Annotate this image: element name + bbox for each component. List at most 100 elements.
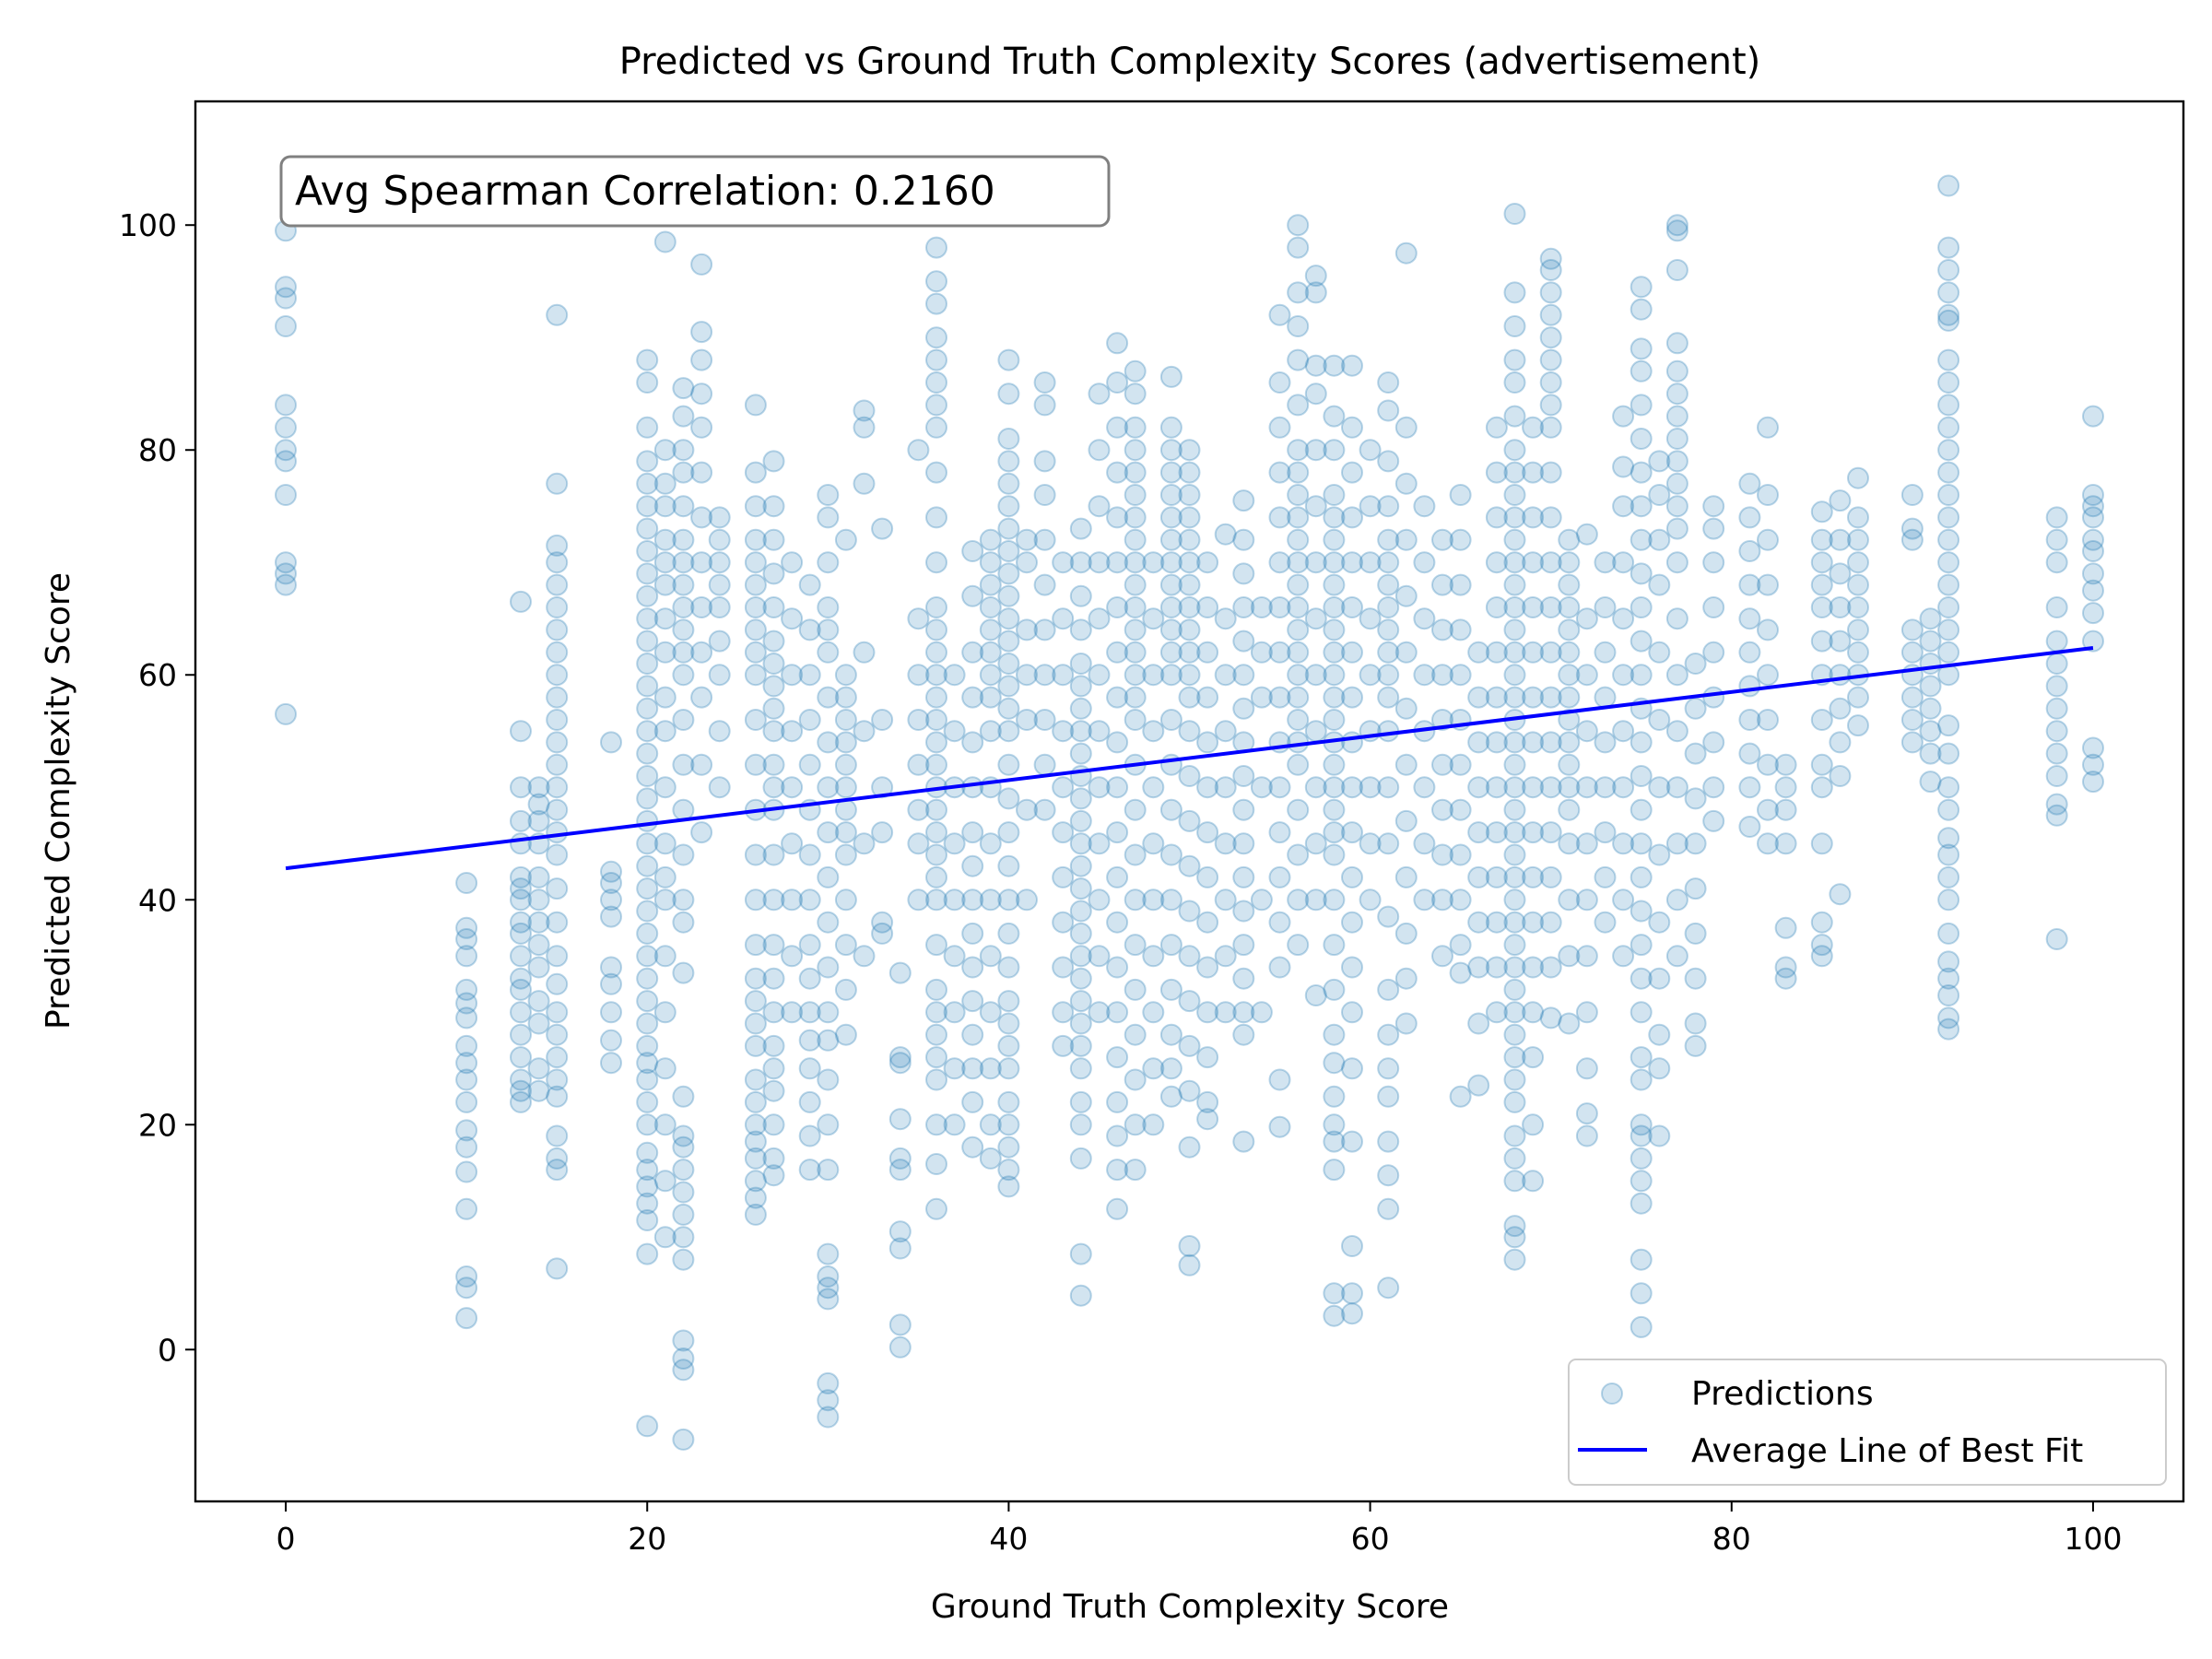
data-point	[1377, 618, 1400, 641]
data-point	[1503, 315, 1526, 337]
data-point	[1268, 686, 1291, 709]
data-point	[275, 439, 297, 462]
data-point	[1341, 956, 1363, 979]
data-point	[1232, 528, 1255, 551]
data-point	[1214, 664, 1237, 687]
data-point	[762, 450, 785, 473]
data-point	[1196, 1090, 1219, 1113]
data-point	[1558, 664, 1581, 687]
data-point	[744, 1203, 767, 1226]
data-point	[690, 596, 713, 618]
data-point	[1937, 922, 1960, 945]
data-point	[636, 1141, 659, 1164]
data-point	[943, 888, 966, 912]
data-point	[997, 1034, 1020, 1057]
data-point	[1232, 1001, 1255, 1024]
data-point	[1377, 450, 1400, 473]
data-point	[1268, 956, 1291, 979]
data-point	[1467, 731, 1490, 754]
data-point	[1919, 629, 1942, 653]
data-point	[1178, 551, 1201, 574]
data-point	[636, 720, 659, 743]
data-point	[1106, 1159, 1129, 1182]
data-point	[943, 664, 966, 687]
data-point	[1829, 731, 1852, 754]
data-point	[1503, 821, 1526, 844]
data-point	[1757, 709, 1779, 731]
data-point	[672, 1124, 695, 1147]
data-point	[979, 551, 1002, 574]
data-point	[1774, 753, 1797, 776]
data-point	[1268, 1068, 1291, 1091]
data-point	[1702, 686, 1725, 709]
data-point	[1377, 596, 1400, 618]
data-point	[1774, 798, 1797, 821]
data-point	[708, 629, 731, 653]
data-point	[1937, 309, 1960, 332]
data-point	[1196, 1046, 1219, 1069]
data-point	[817, 1068, 840, 1091]
data-point	[1124, 528, 1147, 551]
data-point	[907, 798, 930, 821]
data-point	[1774, 832, 1797, 855]
data-point	[1341, 506, 1363, 529]
data-point	[1900, 618, 1924, 641]
data-point	[1124, 1159, 1147, 1182]
data-point	[1413, 551, 1436, 574]
data-point	[2082, 753, 2104, 776]
data-point	[979, 945, 1002, 968]
data-point	[1449, 961, 1472, 984]
data-point	[1069, 720, 1092, 743]
data-point	[1142, 720, 1165, 743]
data-point	[1485, 956, 1508, 979]
data-point	[1159, 365, 1182, 388]
data-point	[636, 629, 659, 653]
data-point	[744, 1186, 767, 1209]
data-point	[979, 1113, 1002, 1136]
data-point	[1539, 348, 1562, 371]
data-point	[744, 967, 767, 990]
data-point	[1304, 265, 1327, 288]
data-point	[1503, 641, 1526, 664]
data-point	[1377, 528, 1400, 551]
data-point	[708, 551, 731, 574]
data-point	[1937, 259, 1960, 281]
data-point	[1159, 484, 1182, 506]
data-point	[1323, 686, 1346, 709]
data-point	[1016, 709, 1038, 731]
data-point	[888, 1159, 912, 1182]
data-point	[1214, 720, 1237, 743]
data-point	[1900, 709, 1924, 731]
data-point	[1178, 1135, 1201, 1159]
data-point	[2082, 495, 2104, 518]
data-point	[546, 1257, 569, 1280]
data-point	[1539, 303, 1562, 326]
data-point	[1159, 416, 1182, 439]
data-point	[636, 1242, 659, 1265]
data-point	[1503, 978, 1526, 1001]
data-point	[1539, 865, 1562, 888]
data-point	[1757, 573, 1779, 596]
data-point	[455, 872, 478, 894]
data-point	[1124, 461, 1147, 484]
data-point	[817, 1389, 840, 1412]
data-point	[2045, 742, 2068, 765]
data-point	[1847, 573, 1869, 596]
data-point	[1142, 607, 1165, 630]
data-point	[1069, 787, 1092, 810]
data-point	[546, 821, 569, 844]
data-point	[653, 573, 677, 596]
data-point	[1323, 776, 1346, 799]
data-point	[1684, 922, 1707, 945]
data-point	[2082, 540, 2104, 562]
data-point	[708, 528, 731, 551]
data-point	[653, 1057, 677, 1080]
data-point	[1359, 551, 1382, 574]
data-point	[1159, 843, 1182, 866]
data-point	[1810, 629, 1833, 653]
data-point	[1159, 1023, 1182, 1046]
data-point	[925, 236, 947, 259]
data-point	[817, 1029, 840, 1052]
data-point	[1485, 686, 1508, 709]
data-point	[2045, 720, 2068, 743]
